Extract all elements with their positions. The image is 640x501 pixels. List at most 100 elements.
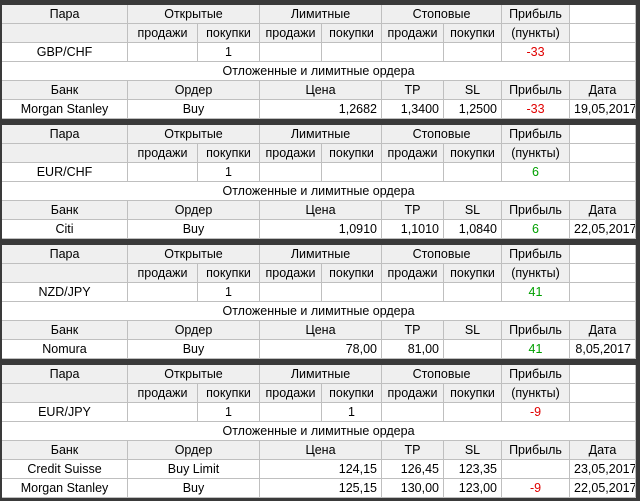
position-cell [128,283,198,302]
profit-cell [502,460,570,479]
profit-cell: 6 [502,220,570,239]
section-title: Отложенные и лимитные ордера [2,62,636,81]
header-cell: Открытые [128,5,260,24]
header-cell: SL [444,81,502,100]
profit-cell: -33 [502,100,570,119]
header-cell: Банк [2,81,128,100]
header-cell: (пункты) [502,144,570,163]
header-cell: (пункты) [502,264,570,283]
header-cell: Стоповые [382,125,502,144]
header-cell: Дата [570,201,636,220]
empty-cell [2,24,128,43]
empty-cell [570,403,636,422]
position-cell [128,163,198,182]
header-cell: Прибыль [502,365,570,384]
pair-cell: EUR/JPY [2,403,128,422]
header-cell: продажи [382,264,444,283]
sl-cell: 1,2500 [444,100,502,119]
bank-cell: Morgan Stanley [2,479,128,498]
header-cell: Прибыль [502,201,570,220]
empty-cell [570,245,636,264]
header-cell: продажи [260,144,322,163]
price-cell: 1,0910 [260,220,382,239]
position-cell [128,403,198,422]
order-cell: Buy [128,479,260,498]
header-cell: Лимитные [260,125,382,144]
header-cell: Прибыль [502,245,570,264]
position-cell [382,163,444,182]
empty-cell [570,283,636,302]
pair-cell: EUR/CHF [2,163,128,182]
header-cell: Пара [2,5,128,24]
position-cell [322,283,382,302]
profit-cell: 41 [502,340,570,359]
position-cell [382,283,444,302]
header-cell: покупки [444,24,502,43]
position-cell [260,283,322,302]
header-cell: Дата [570,321,636,340]
header-cell: покупки [198,144,260,163]
empty-cell [570,24,636,43]
header-cell: покупки [444,144,502,163]
header-cell: Стоповые [382,365,502,384]
price-cell: 1,2682 [260,100,382,119]
section-title: Отложенные и лимитные ордера [2,182,636,201]
position-cell: 1 [198,403,260,422]
header-cell: SL [444,201,502,220]
header-cell: Ордер [128,81,260,100]
sl-cell: 1,0840 [444,220,502,239]
header-cell: TP [382,441,444,460]
position-cell [444,403,502,422]
position-cell [260,43,322,62]
header-cell: TP [382,201,444,220]
price-cell: 78,00 [260,340,382,359]
position-cell [444,283,502,302]
header-cell: Прибыль [502,441,570,460]
position-cell [444,163,502,182]
empty-cell [570,125,636,144]
price-cell: 124,15 [260,460,382,479]
position-cell: 1 [198,43,260,62]
header-cell: Стоповые [382,245,502,264]
header-cell: покупки [198,24,260,43]
profit-cell: 41 [502,283,570,302]
bank-cell: Morgan Stanley [2,100,128,119]
header-cell: Ордер [128,441,260,460]
profit-cell: -33 [502,43,570,62]
header-cell: продажи [128,384,198,403]
order-cell: Buy [128,220,260,239]
header-cell: продажи [260,24,322,43]
header-cell: продажи [128,264,198,283]
tp-cell: 130,00 [382,479,444,498]
empty-cell [2,144,128,163]
header-cell: покупки [322,144,382,163]
header-cell: Банк [2,201,128,220]
header-cell: TP [382,81,444,100]
position-cell: 1 [322,403,382,422]
header-cell: покупки [322,24,382,43]
empty-cell [570,365,636,384]
header-cell: покупки [322,384,382,403]
date-cell: 22,05,2017 [570,479,636,498]
sl-cell: 123,00 [444,479,502,498]
sl-cell [444,340,502,359]
date-cell: 22,05,2017 [570,220,636,239]
header-cell: продажи [382,24,444,43]
header-cell: Пара [2,245,128,264]
header-cell: Банк [2,321,128,340]
header-cell: Пара [2,365,128,384]
position-cell: 1 [198,283,260,302]
header-cell: покупки [198,384,260,403]
header-cell: Цена [260,441,382,460]
header-cell: Ордер [128,201,260,220]
header-cell: Прибыль [502,125,570,144]
empty-cell [2,264,128,283]
position-cell [382,403,444,422]
position-cell [322,163,382,182]
empty-cell [2,384,128,403]
empty-cell [570,144,636,163]
section-title: Отложенные и лимитные ордера [2,422,636,441]
bank-cell: Nomura [2,340,128,359]
empty-cell [570,384,636,403]
tp-cell: 126,45 [382,460,444,479]
